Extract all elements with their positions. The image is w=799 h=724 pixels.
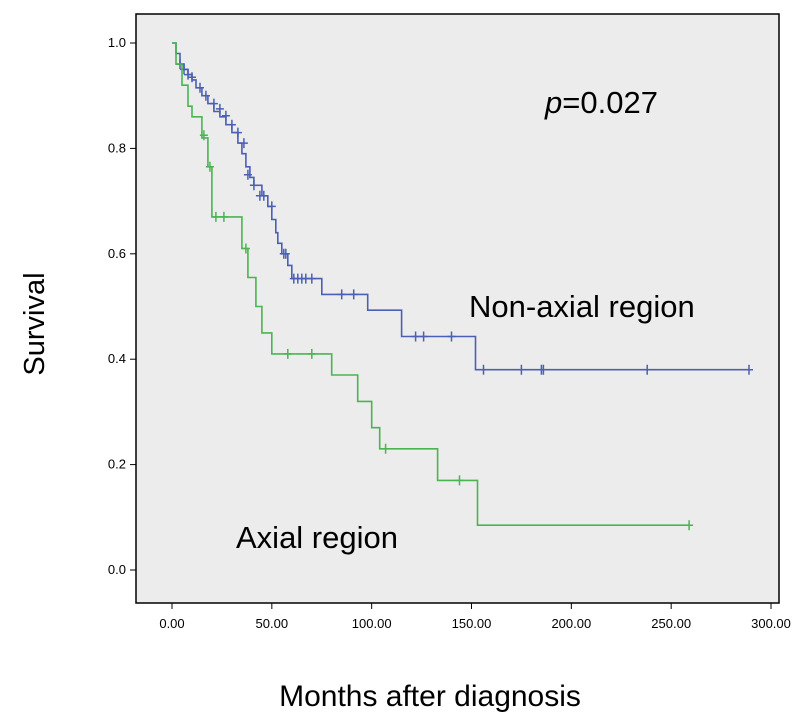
censor-mark-non-axial-region xyxy=(517,364,526,375)
censor-mark-non-axial-region xyxy=(201,90,210,101)
censor-mark-non-axial-region xyxy=(479,364,488,375)
censor-mark-axial-region xyxy=(307,348,316,359)
censor-mark-axial-region xyxy=(219,211,228,222)
y-tick-label: 0.2 xyxy=(108,457,126,472)
series-label-non-axial: Non-axial region xyxy=(469,289,695,324)
censor-mark-non-axial-region xyxy=(307,273,316,284)
censor-mark-non-axial-region xyxy=(249,180,258,191)
censor-mark-non-axial-region xyxy=(209,98,218,109)
censor-mark-non-axial-region xyxy=(243,169,252,180)
censor-mark-non-axial-region xyxy=(539,364,548,375)
censor-mark-axial-region xyxy=(381,443,390,454)
censor-mark-non-axial-region xyxy=(349,289,358,300)
plot-background xyxy=(135,13,780,604)
p-value-annotation: p=0.027 xyxy=(544,85,658,120)
censor-mark-axial-region xyxy=(211,211,220,222)
censor-mark-non-axial-region xyxy=(227,119,236,130)
censor-mark-non-axial-region xyxy=(643,364,652,375)
x-tick-label: 250.00 xyxy=(651,616,691,631)
censor-mark-axial-region xyxy=(685,520,694,531)
censor-mark-axial-region xyxy=(199,130,208,141)
y-tick-label: 0.4 xyxy=(108,351,126,366)
y-tick-label: 0.0 xyxy=(108,562,126,577)
x-tick-label: 150.00 xyxy=(452,616,492,631)
censor-mark-non-axial-region xyxy=(411,331,420,342)
censor-mark-non-axial-region xyxy=(337,289,346,300)
x-tick-label: 100.00 xyxy=(352,616,392,631)
y-tick-label: 1.0 xyxy=(108,35,126,50)
censor-mark-axial-region xyxy=(241,243,250,254)
survival-curve-axial-region xyxy=(172,42,690,526)
x-tick-label: 300.00 xyxy=(751,616,791,631)
censor-mark-non-axial-region xyxy=(259,190,268,201)
y-axis-label: Survival xyxy=(19,272,51,375)
censor-mark-axial-region xyxy=(455,475,464,486)
x-tick-label: 200.00 xyxy=(551,616,591,631)
censor-mark-non-axial-region xyxy=(281,248,290,259)
y-tick-label: 0.6 xyxy=(108,246,126,261)
y-tick-label: 0.8 xyxy=(108,140,126,155)
x-tick-label: 0.00 xyxy=(159,616,184,631)
p-value-rest: =0.027 xyxy=(562,85,658,120)
censor-mark-axial-region xyxy=(283,348,292,359)
censor-mark-axial-region xyxy=(205,161,214,172)
censor-mark-non-axial-region xyxy=(233,127,242,138)
chart-axes: 0.0 0.2 0.4 0.6 0.8 1.0 0.00 50.00 100.00 150.00 2… xyxy=(108,35,791,631)
chart-marks xyxy=(172,42,753,531)
censor-mark-non-axial-region xyxy=(447,331,456,342)
censor-mark-non-axial-region xyxy=(196,82,204,93)
censor-mark-non-axial-region xyxy=(745,364,753,375)
series-label-axial: Axial region xyxy=(236,520,398,555)
censor-mark-non-axial-region xyxy=(188,72,196,83)
censor-mark-non-axial-region xyxy=(221,110,230,121)
x-tick-label: 50.00 xyxy=(256,616,289,631)
x-axis-label: Months after diagnosis xyxy=(279,680,581,713)
censor-mark-non-axial-region xyxy=(215,103,224,114)
p-value-italic: p xyxy=(544,85,562,120)
censor-mark-non-axial-region xyxy=(267,201,276,212)
censor-mark-non-axial-region xyxy=(239,138,248,149)
censor-mark-non-axial-region xyxy=(419,331,428,342)
